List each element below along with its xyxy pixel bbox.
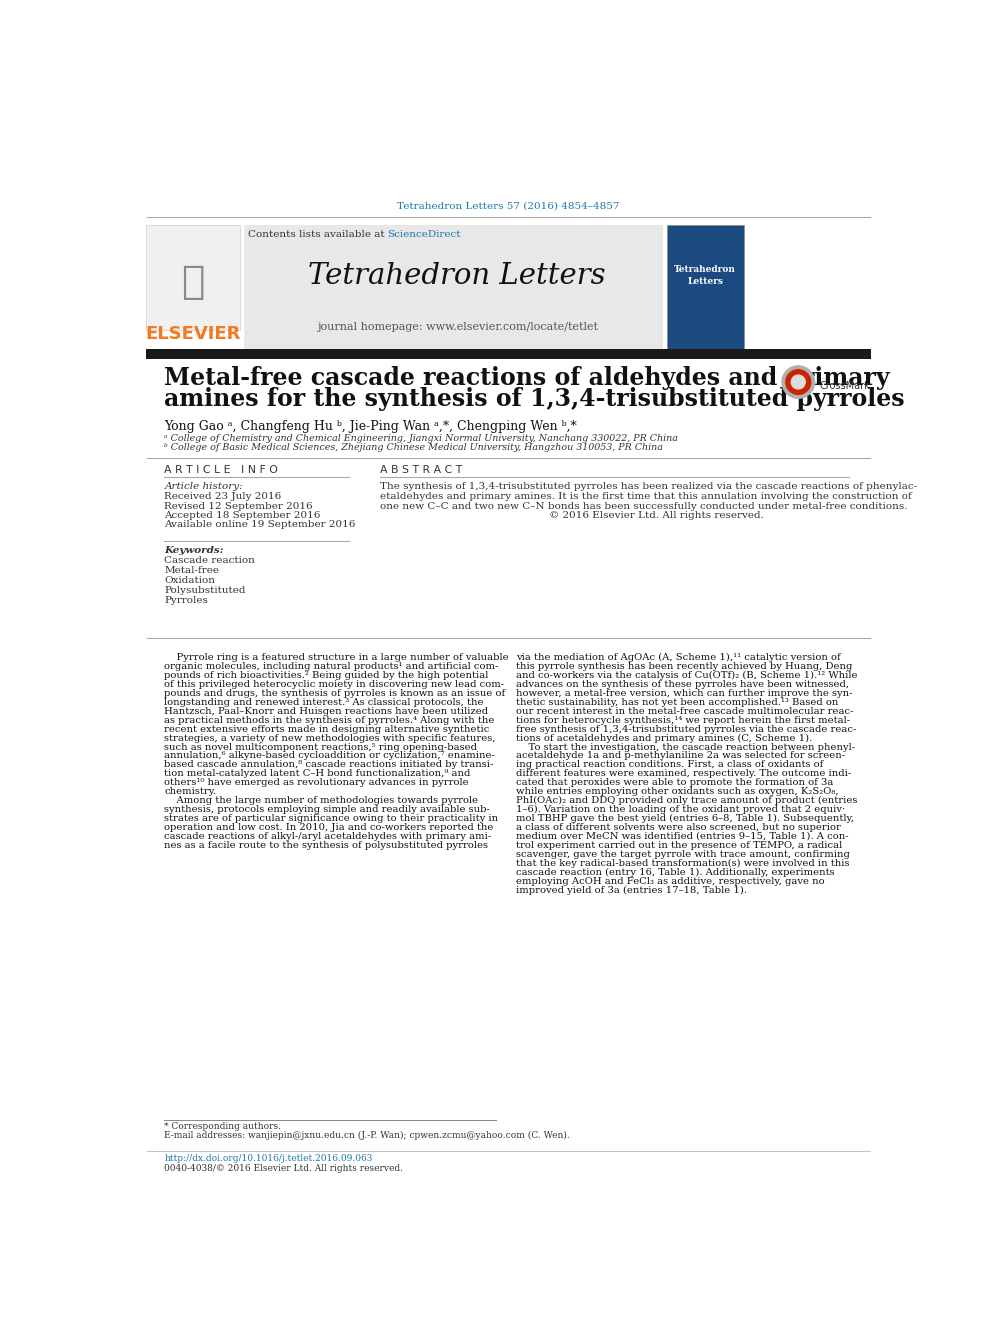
Text: Metal-free: Metal-free [165,566,219,576]
Text: via the mediation of AgOAc (A, Scheme 1),¹¹ catalytic version of: via the mediation of AgOAc (A, Scheme 1)… [516,654,841,663]
Text: improved yield of 3a (entries 17–18, Table 1).: improved yield of 3a (entries 17–18, Tab… [516,885,747,894]
Text: mol TBHP gave the best yield (entries 6–8, Table 1). Subsequently,: mol TBHP gave the best yield (entries 6–… [516,814,854,823]
Text: chemistry.: chemistry. [165,787,216,796]
Text: Pyrrole ring is a featured structure in a large number of valuable: Pyrrole ring is a featured structure in … [165,654,509,663]
Text: thetic sustainability, has not yet been accomplished.¹³ Based on: thetic sustainability, has not yet been … [516,697,838,706]
Text: advances on the synthesis of these pyrroles have been witnessed,: advances on the synthesis of these pyrro… [516,680,849,689]
Text: Hantzsch, Paal–Knorr and Huisgen reactions have been utilized: Hantzsch, Paal–Knorr and Huisgen reactio… [165,706,488,716]
Text: Tetrahedron
Letters: Tetrahedron Letters [675,266,736,286]
Text: cascade reaction (entry 16, Table 1). Additionally, experiments: cascade reaction (entry 16, Table 1). Ad… [516,868,835,877]
Text: strates are of particular significance owing to their practicality in: strates are of particular significance o… [165,814,498,823]
Text: synthesis, protocols employing simple and readily available sub-: synthesis, protocols employing simple an… [165,806,490,814]
Text: Yong Gao ᵃ, Changfeng Hu ᵇ, Jie-Ping Wan ᵃ,*, Chengping Wen ᵇ,*: Yong Gao ᵃ, Changfeng Hu ᵇ, Jie-Ping Wan… [165,421,577,433]
Bar [146,225,240,329]
Text: organic molecules, including natural products¹ and artificial com-: organic molecules, including natural pro… [165,662,499,671]
Text: operation and low cost. In 2010, Jia and co-workers reported the: operation and low cost. In 2010, Jia and… [165,823,494,832]
Text: Keywords:: Keywords: [165,546,224,556]
Text: others¹⁰ have emerged as revolutionary advances in pyrrole: others¹⁰ have emerged as revolutionary a… [165,778,469,787]
Text: different features were examined, respectively. The outcome indi-: different features were examined, respec… [516,770,851,778]
Text: A R T I C L E   I N F O: A R T I C L E I N F O [165,464,278,475]
Text: * Corresponding authors.: * Corresponding authors. [165,1122,282,1131]
Text: acetaldehyde 1a and p-methylaniline 2a was selected for screen-: acetaldehyde 1a and p-methylaniline 2a w… [516,751,845,761]
Text: Available online 19 September 2016: Available online 19 September 2016 [165,520,356,529]
Text: journal homepage: www.elsevier.com/locate/tetlet: journal homepage: www.elsevier.com/locat… [316,321,598,332]
Text: amines for the synthesis of 1,3,4-trisubstituted pyrroles: amines for the synthesis of 1,3,4-trisub… [165,388,905,411]
Text: tion metal-catalyzed latent C–H bond functionalization,⁹ and: tion metal-catalyzed latent C–H bond fun… [165,770,470,778]
Bar [667,225,744,349]
Circle shape [792,376,806,389]
Text: tions of acetaldehydes and primary amines (C, Scheme 1).: tions of acetaldehydes and primary amine… [516,733,812,742]
Text: employing AcOH and FeCl₃ as additive, respectively, gave no: employing AcOH and FeCl₃ as additive, re… [516,877,824,885]
Text: free synthesis of 1,3,4-trisubstituted pyrroles via the cascade reac-: free synthesis of 1,3,4-trisubstituted p… [516,725,856,734]
Text: The synthesis of 1,3,4-trisubstituted pyrroles has been realized via the cascade: The synthesis of 1,3,4-trisubstituted py… [380,483,917,491]
Text: strategies, a variety of new methodologies with specific features,: strategies, a variety of new methodologi… [165,734,496,742]
Text: CrossMark: CrossMark [819,381,870,390]
Text: ELSEVIER: ELSEVIER [145,325,241,344]
Text: cated that peroxides were able to promote the formation of 3a: cated that peroxides were able to promot… [516,778,833,787]
Text: 0040-4038/© 2016 Elsevier Ltd. All rights reserved.: 0040-4038/© 2016 Elsevier Ltd. All right… [165,1164,404,1172]
Bar [146,349,871,359]
Text: scavenger, gave the target pyrrole with trace amount, confirming: scavenger, gave the target pyrrole with … [516,849,850,859]
Text: this pyrrole synthesis has been recently achieved by Huang, Deng: this pyrrole synthesis has been recently… [516,662,852,671]
Text: as practical methods in the synthesis of pyrroles.⁴ Along with the: as practical methods in the synthesis of… [165,716,495,725]
Text: our recent interest in the metal-free cascade multimolecular reac-: our recent interest in the metal-free ca… [516,706,854,716]
Text: ᵇ College of Basic Medical Sciences, Zhejiang Chinese Medical University, Hangzh: ᵇ College of Basic Medical Sciences, Zhe… [165,443,664,452]
Circle shape [782,366,814,398]
Text: however, a metal-free version, which can further improve the syn-: however, a metal-free version, which can… [516,689,853,699]
Text: one new C–C and two new C–N bonds has been successfully conducted under metal-fr: one new C–C and two new C–N bonds has be… [380,501,908,511]
Text: To start the investigation, the cascade reaction between phenyl-: To start the investigation, the cascade … [516,742,855,751]
Text: that the key radical-based transformation(s) were involved in this: that the key radical-based transformatio… [516,859,850,868]
Text: Cascade reaction: Cascade reaction [165,556,255,565]
Text: Oxidation: Oxidation [165,577,215,585]
Text: pounds and drugs, the synthesis of pyrroles is known as an issue of: pounds and drugs, the synthesis of pyrro… [165,689,506,699]
Text: recent extensive efforts made in designing alternative synthetic: recent extensive efforts made in designi… [165,725,490,734]
Text: based cascade annulation,⁸ cascade reactions initiated by transi-: based cascade annulation,⁸ cascade react… [165,761,494,770]
Text: tions for heterocycle synthesis,¹⁴ we report herein the first metal-: tions for heterocycle synthesis,¹⁴ we re… [516,716,850,725]
Text: nes as a facile route to the synthesis of polysubstituted pyrroles: nes as a facile route to the synthesis o… [165,841,488,849]
Text: Received 23 July 2016: Received 23 July 2016 [165,492,282,501]
Text: trol experiment carried out in the presence of TEMPO, a radical: trol experiment carried out in the prese… [516,841,842,849]
Circle shape [786,369,810,394]
Text: © 2016 Elsevier Ltd. All rights reserved.: © 2016 Elsevier Ltd. All rights reserved… [380,511,764,520]
Text: 🌳: 🌳 [182,263,204,300]
Bar [244,225,663,349]
Text: A B S T R A C T: A B S T R A C T [380,464,462,475]
Text: Polysubstituted: Polysubstituted [165,586,246,595]
Text: Pyrroles: Pyrroles [165,597,208,605]
Text: cascade reactions of alkyl-/aryl acetaldehydes with primary ami-: cascade reactions of alkyl-/aryl acetald… [165,832,492,841]
Text: Accepted 18 September 2016: Accepted 18 September 2016 [165,511,320,520]
Text: such as novel multicomponent reactions,⁵ ring opening-based: such as novel multicomponent reactions,⁵… [165,742,477,751]
Text: http://dx.doi.org/10.1016/j.tetlet.2016.09.063: http://dx.doi.org/10.1016/j.tetlet.2016.… [165,1154,373,1163]
Text: ing practical reaction conditions. First, a class of oxidants of: ing practical reaction conditions. First… [516,761,823,770]
Text: of this privileged heterocyclic moiety in discovering new lead com-: of this privileged heterocyclic moiety i… [165,680,504,689]
Text: 1–6). Variation on the loading of the oxidant proved that 2 equiv·: 1–6). Variation on the loading of the ox… [516,804,845,814]
Text: Tetrahedron Letters 57 (2016) 4854–4857: Tetrahedron Letters 57 (2016) 4854–4857 [397,202,620,210]
Text: annulation,⁶ alkyne-based cycloaddition or cyclization,⁷ enamine-: annulation,⁶ alkyne-based cycloaddition … [165,751,495,761]
Text: ScienceDirect: ScienceDirect [388,230,461,238]
Text: Revised 12 September 2016: Revised 12 September 2016 [165,501,312,511]
Text: while entries employing other oxidants such as oxygen, K₂S₂O₈,: while entries employing other oxidants s… [516,787,839,796]
Text: pounds of rich bioactivities.² Being guided by the high potential: pounds of rich bioactivities.² Being gui… [165,671,489,680]
Text: PhI(OAc)₂ and DDQ provided only trace amount of product (entries: PhI(OAc)₂ and DDQ provided only trace am… [516,796,857,806]
Text: Among the large number of methodologies towards pyrrole: Among the large number of methodologies … [165,796,478,806]
Text: Tetrahedron Letters: Tetrahedron Letters [309,262,606,290]
Text: E-mail addresses: wanjiepin@jxnu.edu.cn (J.-P. Wan); cpwen.zcmu@yahoo.com (C. We: E-mail addresses: wanjiepin@jxnu.edu.cn … [165,1131,570,1140]
Text: longstanding and renewed interest.³ As classical protocols, the: longstanding and renewed interest.³ As c… [165,697,484,706]
Text: and co-workers via the catalysis of Cu(OTf)₂ (B, Scheme 1).¹² While: and co-workers via the catalysis of Cu(O… [516,671,858,680]
Text: etaldehydes and primary amines. It is the first time that this annulation involv: etaldehydes and primary amines. It is th… [380,492,912,501]
Text: Metal-free cascade reactions of aldehydes and primary: Metal-free cascade reactions of aldehyde… [165,365,890,390]
Text: Contents lists available at: Contents lists available at [248,230,388,238]
Text: ᵃ College of Chemistry and Chemical Engineering, Jiangxi Normal University, Nanc: ᵃ College of Chemistry and Chemical Engi… [165,434,679,443]
Text: Article history:: Article history: [165,483,243,491]
Text: a class of different solvents were also screened, but no superior: a class of different solvents were also … [516,823,841,832]
Text: medium over MeCN was identified (entries 9–15, Table 1). A con-: medium over MeCN was identified (entries… [516,832,849,841]
